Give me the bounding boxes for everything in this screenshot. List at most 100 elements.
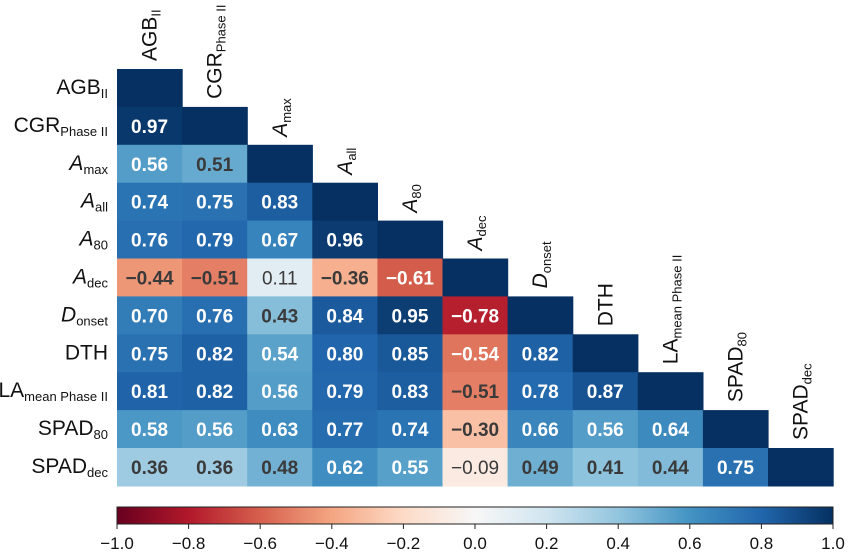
cell-value-label: 0.48 bbox=[261, 458, 298, 479]
cell-value-label: 0.49 bbox=[522, 458, 559, 479]
heatmap-diagonal-cell bbox=[312, 182, 378, 222]
cell-value-label: 0.79 bbox=[196, 231, 233, 252]
cell-value-label: 0.82 bbox=[196, 382, 233, 403]
heatmap-cell bbox=[117, 334, 183, 373]
heatmap-cell bbox=[507, 334, 574, 373]
heatmap-cell bbox=[247, 258, 313, 297]
heatmap-cell bbox=[442, 410, 509, 449]
heatmap-diagonal-cell bbox=[768, 448, 834, 487]
colorbar-tick-label: −1.0 bbox=[100, 534, 134, 553]
cell-value-label: 0.56 bbox=[587, 420, 624, 441]
heatmap-cell bbox=[377, 448, 444, 487]
heatmap-cells: 0.97 0.56 0.51 0.74 0.75 0.83 0.76 0.79 0.67 0.96… bbox=[117, 69, 834, 487]
heatmap-diagonal-cell bbox=[247, 144, 313, 184]
heatmap-cell bbox=[247, 220, 313, 260]
column-label: Donset bbox=[529, 241, 554, 288]
heatmap-cell bbox=[247, 448, 313, 487]
column-label: Amax bbox=[269, 98, 294, 139]
column-label: DTH bbox=[594, 283, 617, 326]
column-label: SPAD80 bbox=[724, 332, 749, 402]
heatmap-cell bbox=[572, 410, 639, 449]
cell-value-label: 0.67 bbox=[261, 231, 298, 252]
cell-value-label: 0.76 bbox=[196, 306, 233, 327]
row-label: Adec bbox=[71, 265, 108, 290]
row-label: SPAD80 bbox=[38, 417, 108, 442]
heatmap-cell bbox=[117, 372, 183, 411]
heatmap-cell bbox=[312, 410, 378, 449]
heatmap-cell bbox=[442, 372, 509, 411]
cell-value-label: 0.66 bbox=[522, 420, 559, 441]
cell-value-label: −0.44 bbox=[126, 268, 175, 289]
heatmap-cell bbox=[442, 296, 509, 335]
heatmap-cell bbox=[377, 372, 444, 411]
row-label: Amax bbox=[67, 152, 108, 177]
column-label: A80 bbox=[399, 184, 424, 214]
colorbar-tick-label: 0.0 bbox=[463, 534, 487, 553]
heatmap-cell bbox=[507, 410, 574, 449]
heatmap-cell bbox=[182, 258, 248, 297]
row-label: LAmean Phase II bbox=[0, 379, 108, 404]
column-label: SPADdec bbox=[790, 363, 815, 440]
cell-value-label: 0.75 bbox=[717, 458, 754, 479]
heatmap-cell bbox=[117, 144, 183, 184]
heatmap-cell bbox=[377, 258, 444, 297]
cell-value-label: −0.78 bbox=[451, 306, 499, 327]
row-label: A80 bbox=[78, 228, 108, 253]
cell-value-label: 0.43 bbox=[261, 306, 298, 327]
column-label: Aall bbox=[334, 148, 359, 177]
cell-value-label: 0.82 bbox=[522, 344, 559, 365]
heatmap-diagonal-cell bbox=[702, 410, 769, 449]
heatmap-cell bbox=[117, 410, 183, 449]
cell-value-label: −0.30 bbox=[451, 420, 499, 441]
cell-value-label: 0.36 bbox=[196, 458, 233, 479]
cell-value-label: 0.76 bbox=[131, 231, 168, 252]
cell-value-label: 0.97 bbox=[131, 117, 168, 138]
row-label: DTH bbox=[65, 341, 108, 364]
heatmap-cell bbox=[247, 334, 313, 373]
colorbar-gradient bbox=[116, 506, 834, 525]
colorbar-tick-label: 0.6 bbox=[678, 534, 702, 553]
cell-value-label: −0.51 bbox=[191, 268, 240, 289]
cell-value-label: −0.54 bbox=[451, 344, 500, 365]
heatmap-cell bbox=[182, 372, 248, 411]
heatmap-cell bbox=[312, 372, 378, 411]
heatmap-cell bbox=[442, 334, 509, 373]
cell-value-label: 0.82 bbox=[196, 344, 233, 365]
cell-value-label: 0.56 bbox=[196, 420, 233, 441]
colorbar-tick-label: 1.0 bbox=[821, 534, 845, 553]
colorbar-tick-label: 0.4 bbox=[606, 534, 630, 553]
heatmap-cell bbox=[572, 372, 639, 411]
cell-value-label: 0.62 bbox=[326, 458, 363, 479]
row-label: SPADdec bbox=[31, 455, 108, 480]
cell-value-label: −0.61 bbox=[386, 268, 435, 289]
cell-value-label: 0.54 bbox=[261, 344, 298, 365]
heatmap-cell bbox=[312, 448, 378, 487]
cell-value-label: 0.83 bbox=[261, 193, 298, 214]
heatmap-cell bbox=[182, 410, 248, 449]
heatmap-cell bbox=[637, 410, 704, 449]
heatmap-cell bbox=[572, 448, 639, 487]
cell-value-label: 0.80 bbox=[326, 344, 363, 365]
cell-value-label: 0.77 bbox=[326, 420, 363, 441]
heatmap-cell bbox=[182, 220, 248, 260]
cell-value-label: −0.09 bbox=[451, 458, 499, 479]
colorbar-ticks: −1.0 −0.8 −0.6 −0.4 −0.2 0.0 0.2 0.4 0.6 0.8 1.0 bbox=[100, 524, 845, 553]
column-label: LAmean Phase II bbox=[659, 255, 684, 365]
column-label: CGRPhase II bbox=[204, 5, 229, 99]
heatmap-cell bbox=[637, 448, 704, 487]
cell-value-label: 0.84 bbox=[326, 306, 363, 327]
column-label: AGBII bbox=[139, 9, 164, 61]
heatmap-cell bbox=[247, 296, 313, 335]
row-label: CGRPhase II bbox=[14, 114, 108, 139]
heatmap-cell bbox=[312, 296, 378, 335]
heatmap-cell bbox=[117, 258, 183, 297]
heatmap-cell bbox=[702, 448, 769, 487]
cell-value-label: 0.87 bbox=[587, 382, 624, 403]
cell-value-label: 0.55 bbox=[391, 458, 428, 479]
cell-value-label: 0.75 bbox=[131, 344, 168, 365]
cell-value-label: 0.95 bbox=[391, 306, 428, 327]
cell-value-label: 0.79 bbox=[326, 382, 363, 403]
cell-value-label: 0.78 bbox=[522, 382, 559, 403]
heatmap-cell bbox=[182, 448, 248, 487]
